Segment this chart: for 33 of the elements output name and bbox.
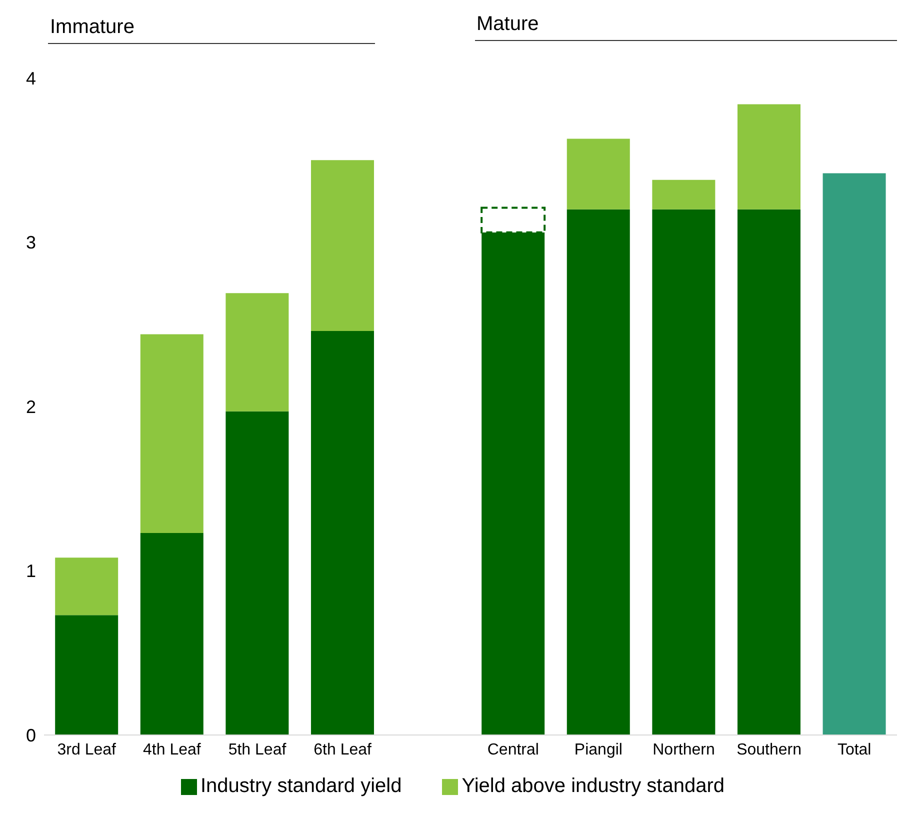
bar: [310, 160, 374, 331]
x-tick-label: Southern: [736, 741, 802, 758]
x-tick-label: 6th Leaf: [314, 741, 372, 758]
y-tick-label: 2: [26, 396, 36, 417]
x-tick-label: Piangil: [574, 741, 622, 758]
legend-label: Yield above industry standard: [462, 775, 724, 798]
bar: [652, 209, 716, 735]
y-tick-label: 0: [26, 725, 36, 746]
bar: [140, 532, 204, 735]
bar: [140, 334, 204, 533]
text: Immature: [49, 16, 136, 39]
x-tick-label: 5th Leaf: [228, 741, 287, 758]
bar: [55, 615, 118, 735]
legend-label: Industry standard yield: [200, 775, 402, 798]
bar: [566, 138, 630, 210]
y-tick-label: 3: [26, 232, 36, 253]
bar: [822, 173, 886, 735]
bar: [737, 209, 800, 735]
bar: [652, 180, 716, 210]
bar: [737, 104, 800, 210]
x-tick-label: 4th Leaf: [143, 741, 202, 758]
bar: [55, 558, 118, 616]
y-tick-label: 1: [26, 561, 36, 582]
bar: [566, 209, 630, 735]
bar: [226, 411, 289, 735]
y-tick-label: 4: [26, 68, 36, 88]
bar: [310, 330, 374, 735]
x-tick-label: Total: [837, 741, 872, 758]
x-tick-label: Northern: [652, 741, 715, 758]
x-tick-label: 3rd Leaf: [57, 741, 117, 758]
x-tick-label: Central: [487, 741, 539, 758]
bar: [226, 293, 289, 412]
text: Mature: [476, 13, 540, 36]
